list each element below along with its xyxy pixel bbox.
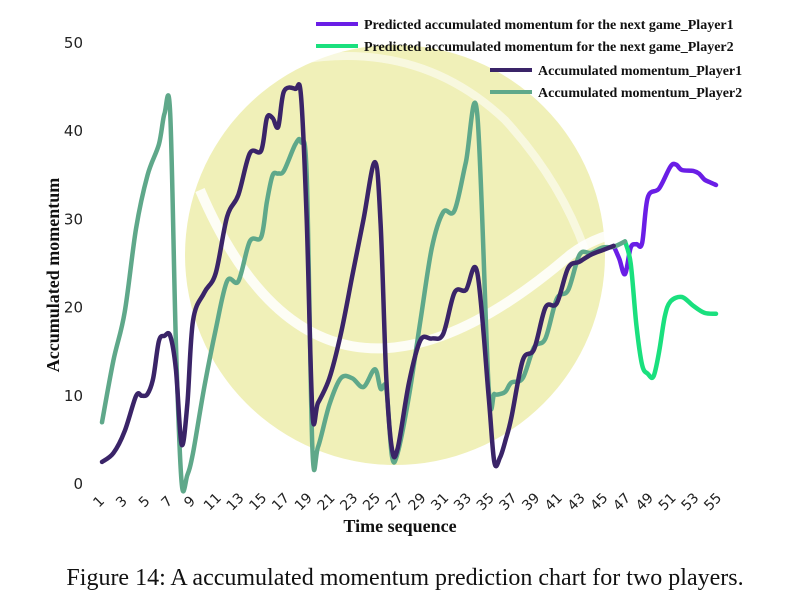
x-tick-label-17: 17 bbox=[269, 490, 293, 514]
x-tick-label-51: 51 bbox=[656, 490, 680, 514]
tennis-ball-background bbox=[185, 45, 641, 465]
series-line-2 bbox=[622, 239, 719, 381]
figure-caption: Figure 14: A accumulated momentum predic… bbox=[66, 565, 744, 591]
x-tick-label-21: 21 bbox=[315, 490, 339, 514]
series-line-4 bbox=[99, 93, 628, 494]
x-tick-label-55: 55 bbox=[701, 490, 725, 514]
x-tick-label-33: 33 bbox=[451, 490, 475, 514]
y-tick-label-30: 30 bbox=[64, 210, 83, 228]
x-tick-label-39: 39 bbox=[519, 490, 543, 514]
x-tick-label-37: 37 bbox=[497, 490, 521, 514]
x-tick-label-23: 23 bbox=[337, 490, 361, 514]
y-tick-label-20: 20 bbox=[64, 299, 83, 317]
y-tick-label-0: 0 bbox=[73, 475, 83, 493]
y-axis-title: Accumulated momentum bbox=[43, 178, 63, 372]
x-tick-label-19: 19 bbox=[292, 490, 316, 514]
legend-label-2: Predicted accumulated momentum for the n… bbox=[364, 40, 734, 55]
x-tick-label-13: 13 bbox=[224, 490, 248, 514]
y-axis-ticks: 0 10 20 30 40 50 bbox=[64, 34, 83, 493]
x-tick-label-7: 7 bbox=[159, 493, 177, 511]
x-axis-title: Time sequence bbox=[343, 516, 456, 536]
x-tick-label-3: 3 bbox=[113, 493, 131, 511]
legend-label-3: Accumulated momentum_Player1 bbox=[538, 64, 742, 79]
x-tick-label-27: 27 bbox=[383, 490, 407, 514]
legend-label-4: Accumulated momentum_Player2 bbox=[538, 86, 742, 101]
series-line-3 bbox=[99, 82, 616, 469]
x-tick-label-1: 1 bbox=[90, 493, 108, 511]
x-tick-label-5: 5 bbox=[136, 493, 154, 511]
x-tick-label-53: 53 bbox=[678, 490, 702, 514]
x-tick-label-15: 15 bbox=[246, 490, 270, 514]
series-line-1 bbox=[611, 161, 719, 277]
x-tick-label-45: 45 bbox=[588, 490, 612, 514]
x-tick-label-11: 11 bbox=[201, 490, 225, 514]
x-tick-label-29: 29 bbox=[406, 490, 430, 514]
x-tick-label-41: 41 bbox=[542, 490, 566, 514]
series-layer bbox=[99, 82, 719, 494]
y-tick-label-50: 50 bbox=[64, 34, 83, 52]
x-tick-label-49: 49 bbox=[633, 490, 657, 514]
x-tick-label-35: 35 bbox=[474, 490, 498, 514]
x-tick-label-43: 43 bbox=[565, 490, 589, 514]
y-tick-label-40: 40 bbox=[64, 122, 83, 140]
legend-label-1: Predicted accumulated momentum for the n… bbox=[364, 18, 734, 33]
x-tick-label-47: 47 bbox=[610, 490, 634, 514]
y-tick-label-10: 10 bbox=[64, 387, 83, 405]
x-tick-label-25: 25 bbox=[360, 490, 384, 514]
legend: Predicted accumulated momentum for the n… bbox=[316, 18, 742, 101]
x-axis-ticks: 1 3 5 7 9 11131517192123252729313335373941434… bbox=[90, 490, 725, 514]
x-tick-label-31: 31 bbox=[428, 490, 452, 514]
x-tick-label-9: 9 bbox=[181, 493, 199, 511]
